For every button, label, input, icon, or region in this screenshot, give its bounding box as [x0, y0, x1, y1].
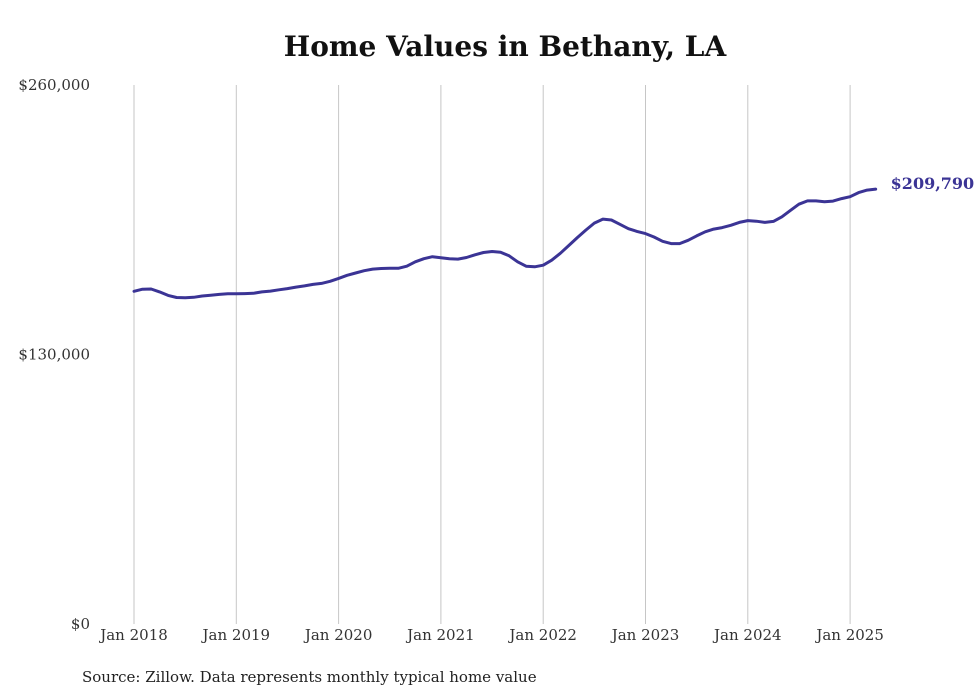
series-layer [132, 187, 878, 300]
x-tick-label: Jan 2024 [712, 626, 782, 644]
x-axis-ticks: Jan 2018 Jan 2019 Jan 2020 Jan 2021 Jan 2022… [98, 626, 884, 644]
chart-title: Home Values in Bethany, LA [283, 30, 727, 63]
series-line [132, 187, 878, 300]
x-tick-label: Jan 2021 [405, 626, 475, 644]
x-tick-label: Jan 2022 [507, 626, 577, 644]
source-note: Source: Zillow. Data represents monthly … [82, 668, 537, 686]
x-tick-label: Jan 2020 [303, 626, 373, 644]
x-tick-label: Jan 2019 [201, 626, 271, 644]
x-tick-label: Jan 2025 [814, 626, 884, 644]
y-tick-label: $0 [71, 615, 90, 633]
y-tick-label: $260,000 [18, 76, 90, 94]
y-tick-label: $130,000 [18, 346, 90, 364]
x-tick-label: Jan 2018 [98, 626, 168, 644]
y-axis-ticks: $0 $130,000 $260,000 [18, 76, 90, 633]
gridlines [133, 85, 851, 624]
x-tick-label: Jan 2023 [610, 626, 680, 644]
end-label-layer: $209,790 [891, 174, 975, 193]
end-value-label: $209,790 [891, 174, 975, 193]
